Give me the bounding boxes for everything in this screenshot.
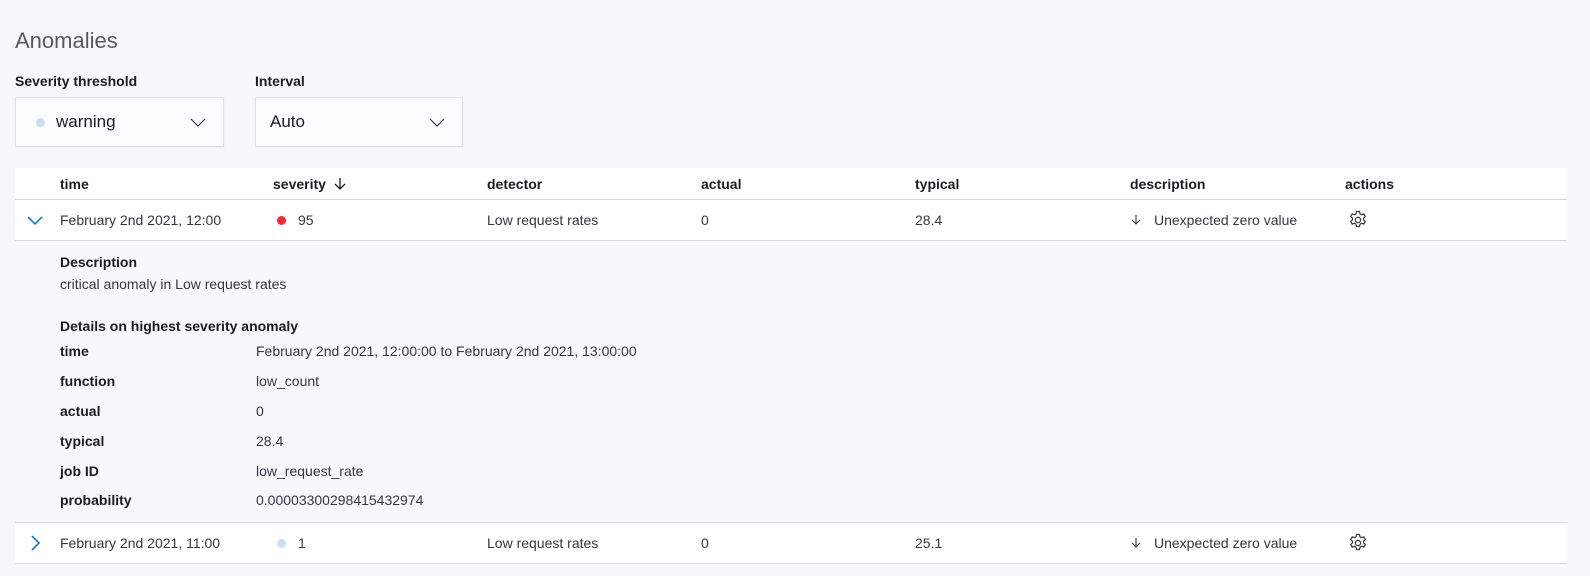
actions-button[interactable] [1348,200,1368,240]
detail-key: typical [60,433,105,449]
interval-label: Interval [255,73,305,89]
description-text: Unexpected zero value [1154,212,1298,228]
expand-row-button[interactable] [27,523,43,563]
gear-icon [1349,533,1367,551]
expanded-row-details: Description critical anomaly in Low requ… [15,241,1567,523]
severity-threshold-select[interactable]: warning [15,97,224,147]
detail-value: 0.00003300298415432974 [256,492,424,508]
cell-typical: 25.1 [915,535,943,551]
details-title: Details on highest severity anomaly [60,318,299,334]
cell-actual: 0 [701,535,709,551]
column-header-time[interactable]: time [60,175,89,192]
cell-severity: 95 [277,200,314,240]
column-header-actions: actions [1345,175,1395,192]
arrow-down-icon [1131,215,1141,225]
interval-value: Auto [270,112,305,131]
cell-description: Unexpected zero value [1130,523,1297,563]
table-row: February 2nd 2021, 11:00 1 Low request r… [15,523,1567,564]
severity-header-label: severity [273,175,326,192]
description-title: Description [60,254,138,270]
table-header: time severity detector actual typical de… [15,168,1567,200]
cell-severity: 1 [277,523,306,563]
detail-key: job ID [60,463,99,479]
cell-time: February 2nd 2021, 11:00 [60,535,221,551]
description-text: Unexpected zero value [1154,535,1298,551]
chevron-down-icon [27,216,43,226]
severity-dot-icon [277,215,286,225]
chevron-down-icon [429,118,445,127]
interval-select[interactable]: Auto [255,97,463,147]
detail-value: February 2nd 2021, 12:00:00 to February … [256,343,637,359]
severity-dot-icon [36,117,45,127]
detail-value: low_request_rate [256,463,364,479]
detail-key: function [60,373,116,389]
severity-dot-icon [277,538,286,548]
detail-key: probability [60,492,132,508]
anomalies-table: time severity detector actual typical de… [15,168,1567,564]
cell-description: Unexpected zero value [1130,200,1297,240]
chevron-right-icon [31,535,41,551]
severity-threshold-label: Severity threshold [15,73,138,89]
severity-score: 95 [298,212,314,228]
column-header-actual[interactable]: actual [701,175,742,192]
cell-typical: 28.4 [915,212,943,228]
detail-key: time [60,343,89,359]
table-row: February 2nd 2021, 12:00 95 Low request … [15,200,1567,241]
column-header-severity[interactable]: severity [273,168,348,199]
gear-icon [1349,210,1367,228]
detail-value: low_count [256,373,320,389]
cell-time: February 2nd 2021, 12:00 [60,212,222,228]
cell-detector: Low request rates [487,212,599,228]
arrow-down-icon [334,177,346,190]
arrow-down-icon [1131,538,1141,548]
detail-value: 28.4 [256,433,284,449]
detail-value: 0 [256,403,264,419]
column-header-detector[interactable]: detector [487,175,543,192]
collapse-row-button[interactable] [27,200,43,240]
severity-threshold-value: warning [56,112,116,131]
column-header-description[interactable]: description [1130,175,1206,192]
cell-actual: 0 [701,212,709,228]
page-title: Anomalies [15,28,118,53]
cell-detector: Low request rates [487,535,599,551]
chevron-down-icon [190,118,206,127]
detail-key: actual [60,403,101,419]
actions-button[interactable] [1348,523,1368,563]
column-header-typical[interactable]: typical [915,175,960,192]
severity-score: 1 [298,535,306,551]
description-text: critical anomaly in Low request rates [60,276,287,292]
